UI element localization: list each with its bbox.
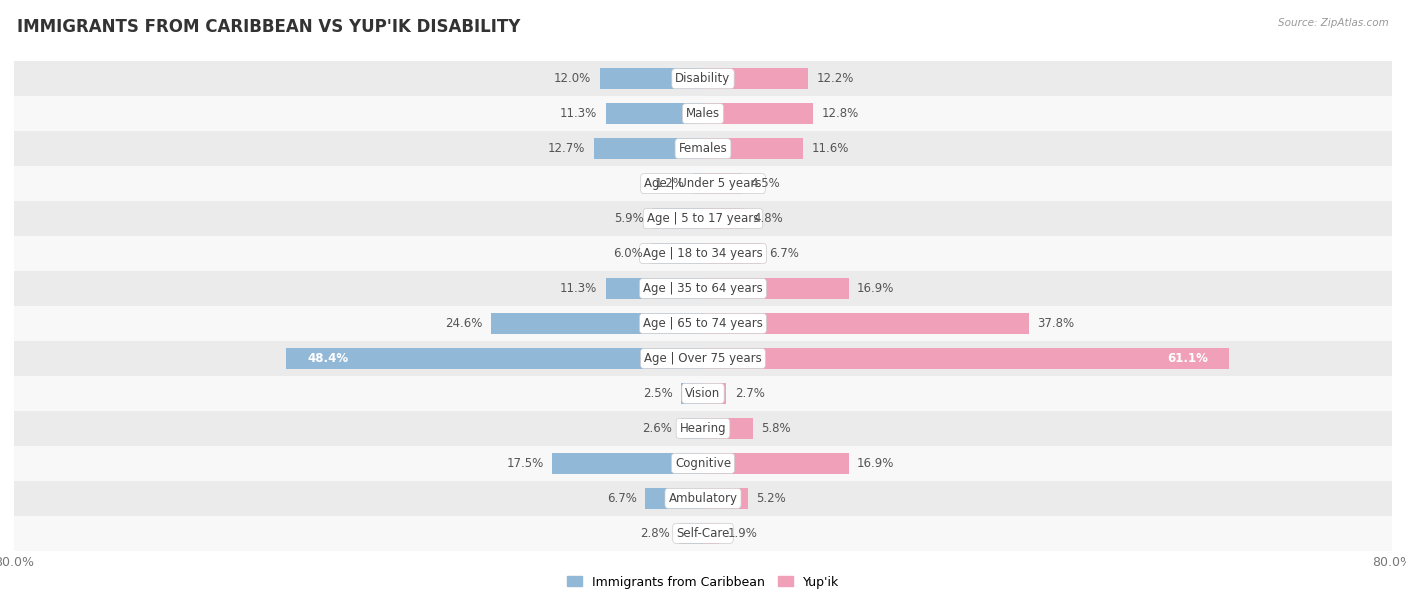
Text: Ambulatory: Ambulatory [668, 492, 738, 505]
Bar [14, 271, 1392, 306]
Bar [14, 306, 1392, 341]
Text: 12.0%: 12.0% [554, 72, 591, 85]
Bar [14, 61, 1392, 96]
Bar [703, 208, 744, 229]
Bar [14, 516, 1392, 551]
Bar [606, 103, 703, 124]
Text: Self-Care: Self-Care [676, 527, 730, 540]
Text: IMMIGRANTS FROM CARIBBEAN VS YUP'IK DISABILITY: IMMIGRANTS FROM CARIBBEAN VS YUP'IK DISA… [17, 18, 520, 36]
Text: 17.5%: 17.5% [506, 457, 544, 470]
Text: 12.2%: 12.2% [817, 72, 853, 85]
Bar [599, 68, 703, 89]
Text: 5.8%: 5.8% [762, 422, 792, 435]
Text: Cognitive: Cognitive [675, 457, 731, 470]
Bar [14, 446, 1392, 481]
Bar [606, 278, 703, 299]
Bar [14, 376, 1392, 411]
Text: Source: ZipAtlas.com: Source: ZipAtlas.com [1278, 18, 1389, 28]
Text: Males: Males [686, 107, 720, 120]
Bar [693, 173, 703, 194]
Text: 6.7%: 6.7% [769, 247, 799, 260]
Text: 16.9%: 16.9% [858, 282, 894, 295]
Text: 6.0%: 6.0% [613, 247, 643, 260]
Text: 2.5%: 2.5% [643, 387, 673, 400]
Bar [14, 201, 1392, 236]
Text: 2.8%: 2.8% [641, 527, 671, 540]
Bar [652, 208, 703, 229]
Bar [14, 166, 1392, 201]
Bar [703, 103, 813, 124]
Text: Age | Over 75 years: Age | Over 75 years [644, 352, 762, 365]
Text: 37.8%: 37.8% [1038, 317, 1074, 330]
Text: 11.3%: 11.3% [560, 107, 598, 120]
Bar [14, 236, 1392, 271]
Text: Vision: Vision [685, 387, 721, 400]
Legend: Immigrants from Caribbean, Yup'ik: Immigrants from Caribbean, Yup'ik [562, 570, 844, 594]
Text: 2.6%: 2.6% [643, 422, 672, 435]
Bar [703, 418, 754, 439]
Text: 5.2%: 5.2% [756, 492, 786, 505]
Bar [681, 418, 703, 439]
Bar [14, 481, 1392, 516]
Bar [553, 453, 703, 474]
Text: Disability: Disability [675, 72, 731, 85]
Text: 11.6%: 11.6% [811, 142, 849, 155]
Text: 4.5%: 4.5% [751, 177, 780, 190]
Bar [703, 488, 748, 509]
Bar [703, 173, 742, 194]
Bar [703, 68, 808, 89]
Bar [703, 383, 727, 404]
Text: 11.3%: 11.3% [560, 282, 598, 295]
Bar [703, 523, 720, 544]
Bar [682, 383, 703, 404]
Bar [14, 411, 1392, 446]
Text: Age | 5 to 17 years: Age | 5 to 17 years [647, 212, 759, 225]
Bar [14, 341, 1392, 376]
Text: 16.9%: 16.9% [858, 457, 894, 470]
Bar [491, 313, 703, 334]
Text: 12.7%: 12.7% [548, 142, 585, 155]
Bar [593, 138, 703, 159]
Text: Hearing: Hearing [679, 422, 727, 435]
Text: Females: Females [679, 142, 727, 155]
Text: 4.8%: 4.8% [754, 212, 783, 225]
Text: 1.9%: 1.9% [728, 527, 758, 540]
Bar [703, 313, 1029, 334]
Text: 48.4%: 48.4% [308, 352, 349, 365]
Text: 1.2%: 1.2% [654, 177, 685, 190]
Bar [287, 348, 703, 369]
Bar [651, 243, 703, 264]
Bar [14, 131, 1392, 166]
Bar [645, 488, 703, 509]
Text: 12.8%: 12.8% [823, 107, 859, 120]
Text: 6.7%: 6.7% [607, 492, 637, 505]
Bar [703, 348, 1229, 369]
Text: Age | Under 5 years: Age | Under 5 years [644, 177, 762, 190]
Bar [14, 96, 1392, 131]
Bar [679, 523, 703, 544]
Bar [703, 453, 849, 474]
Text: 61.1%: 61.1% [1167, 352, 1208, 365]
Text: Age | 18 to 34 years: Age | 18 to 34 years [643, 247, 763, 260]
Bar [703, 278, 849, 299]
Text: 5.9%: 5.9% [614, 212, 644, 225]
Text: Age | 35 to 64 years: Age | 35 to 64 years [643, 282, 763, 295]
Text: Age | 65 to 74 years: Age | 65 to 74 years [643, 317, 763, 330]
Bar [703, 138, 803, 159]
Text: 24.6%: 24.6% [446, 317, 482, 330]
Bar [703, 243, 761, 264]
Text: 2.7%: 2.7% [735, 387, 765, 400]
